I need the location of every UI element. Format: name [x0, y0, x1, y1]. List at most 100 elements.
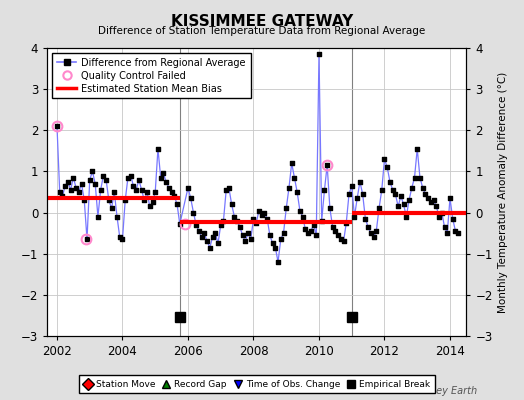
Point — [159, 170, 168, 177]
Point — [252, 220, 260, 226]
Point — [72, 185, 80, 191]
Point — [96, 187, 105, 193]
Point — [408, 185, 416, 191]
Point — [375, 205, 383, 212]
Point — [198, 234, 206, 240]
Point — [78, 180, 86, 187]
Point — [110, 189, 118, 195]
Point — [397, 193, 405, 199]
Point — [364, 224, 373, 230]
Point — [331, 228, 340, 234]
Point — [143, 189, 151, 195]
Text: Difference of Station Temperature Data from Regional Average: Difference of Station Temperature Data f… — [99, 26, 425, 36]
Text: KISSIMMEE GATEWAY: KISSIMMEE GATEWAY — [171, 14, 353, 29]
Point — [102, 176, 111, 183]
Point — [168, 189, 176, 195]
Point — [157, 174, 165, 181]
Point — [257, 212, 266, 218]
Point — [236, 224, 244, 230]
Point — [416, 174, 424, 181]
Point — [85, 176, 94, 183]
Point — [61, 183, 69, 189]
Point — [266, 232, 274, 238]
Point — [94, 214, 102, 220]
Point — [227, 201, 236, 208]
Point — [419, 185, 427, 191]
Point — [438, 209, 446, 216]
Point — [83, 236, 91, 242]
Point — [383, 164, 391, 170]
Point — [244, 230, 252, 236]
Point — [74, 189, 83, 195]
Point — [80, 197, 89, 204]
Point — [315, 51, 323, 57]
Point — [430, 197, 438, 204]
Point — [268, 240, 277, 247]
Point — [380, 156, 389, 162]
Point — [219, 218, 227, 224]
Point — [135, 176, 143, 183]
Point — [126, 172, 135, 179]
Point — [107, 205, 116, 212]
Point — [184, 185, 192, 191]
Point — [151, 189, 159, 195]
Point — [378, 187, 386, 193]
Point — [427, 199, 435, 206]
Point — [58, 193, 67, 199]
Point — [113, 214, 121, 220]
Point — [99, 172, 107, 179]
Point — [323, 162, 331, 168]
Point — [358, 191, 367, 197]
Point — [367, 230, 375, 236]
Point — [56, 189, 64, 195]
Point — [320, 187, 329, 193]
Point — [336, 236, 345, 242]
Point — [260, 209, 269, 216]
Point — [205, 244, 214, 251]
Point — [326, 205, 334, 212]
Point — [69, 174, 78, 181]
Point — [288, 160, 296, 166]
Point — [290, 174, 299, 181]
Point — [293, 189, 301, 195]
Point — [421, 191, 430, 197]
Point — [238, 232, 247, 238]
Y-axis label: Monthly Temperature Anomaly Difference (°C): Monthly Temperature Anomaly Difference (… — [498, 71, 508, 313]
Point — [170, 193, 179, 199]
Point — [132, 187, 140, 193]
Point — [255, 207, 263, 214]
Point — [386, 178, 394, 185]
Point — [285, 185, 293, 191]
Point — [225, 185, 233, 191]
Point — [329, 224, 337, 230]
Point — [64, 178, 72, 185]
Legend: Station Move, Record Gap, Time of Obs. Change, Empirical Break: Station Move, Record Gap, Time of Obs. C… — [79, 376, 435, 394]
Point — [361, 216, 369, 222]
Point — [282, 205, 290, 212]
Point — [350, 214, 358, 220]
Point — [271, 244, 279, 251]
Point — [334, 232, 342, 238]
Point — [140, 197, 148, 204]
Point — [399, 201, 408, 208]
Point — [165, 185, 173, 191]
Point — [443, 230, 452, 236]
Point — [342, 220, 351, 226]
Point — [279, 230, 288, 236]
Point — [304, 230, 312, 236]
Point — [209, 234, 217, 240]
Point — [299, 214, 307, 220]
Point — [301, 226, 310, 232]
Point — [200, 230, 209, 236]
Point — [356, 178, 364, 185]
Point — [148, 199, 157, 206]
Point — [307, 228, 315, 234]
Point — [211, 230, 220, 236]
Text: Berkeley Earth: Berkeley Earth — [405, 386, 477, 396]
Point — [413, 146, 421, 152]
Point — [192, 222, 200, 228]
Point — [353, 195, 362, 201]
Point — [216, 222, 225, 228]
Point — [296, 207, 304, 214]
Point — [451, 228, 460, 234]
